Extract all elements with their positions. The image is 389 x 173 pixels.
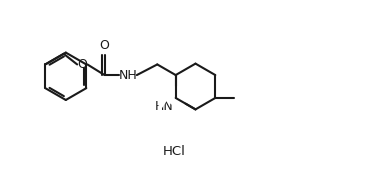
Text: HCl: HCl — [163, 145, 186, 158]
Text: O: O — [77, 58, 87, 71]
Text: O: O — [100, 39, 109, 52]
Text: HN: HN — [155, 100, 173, 113]
Text: NH: NH — [119, 69, 137, 81]
